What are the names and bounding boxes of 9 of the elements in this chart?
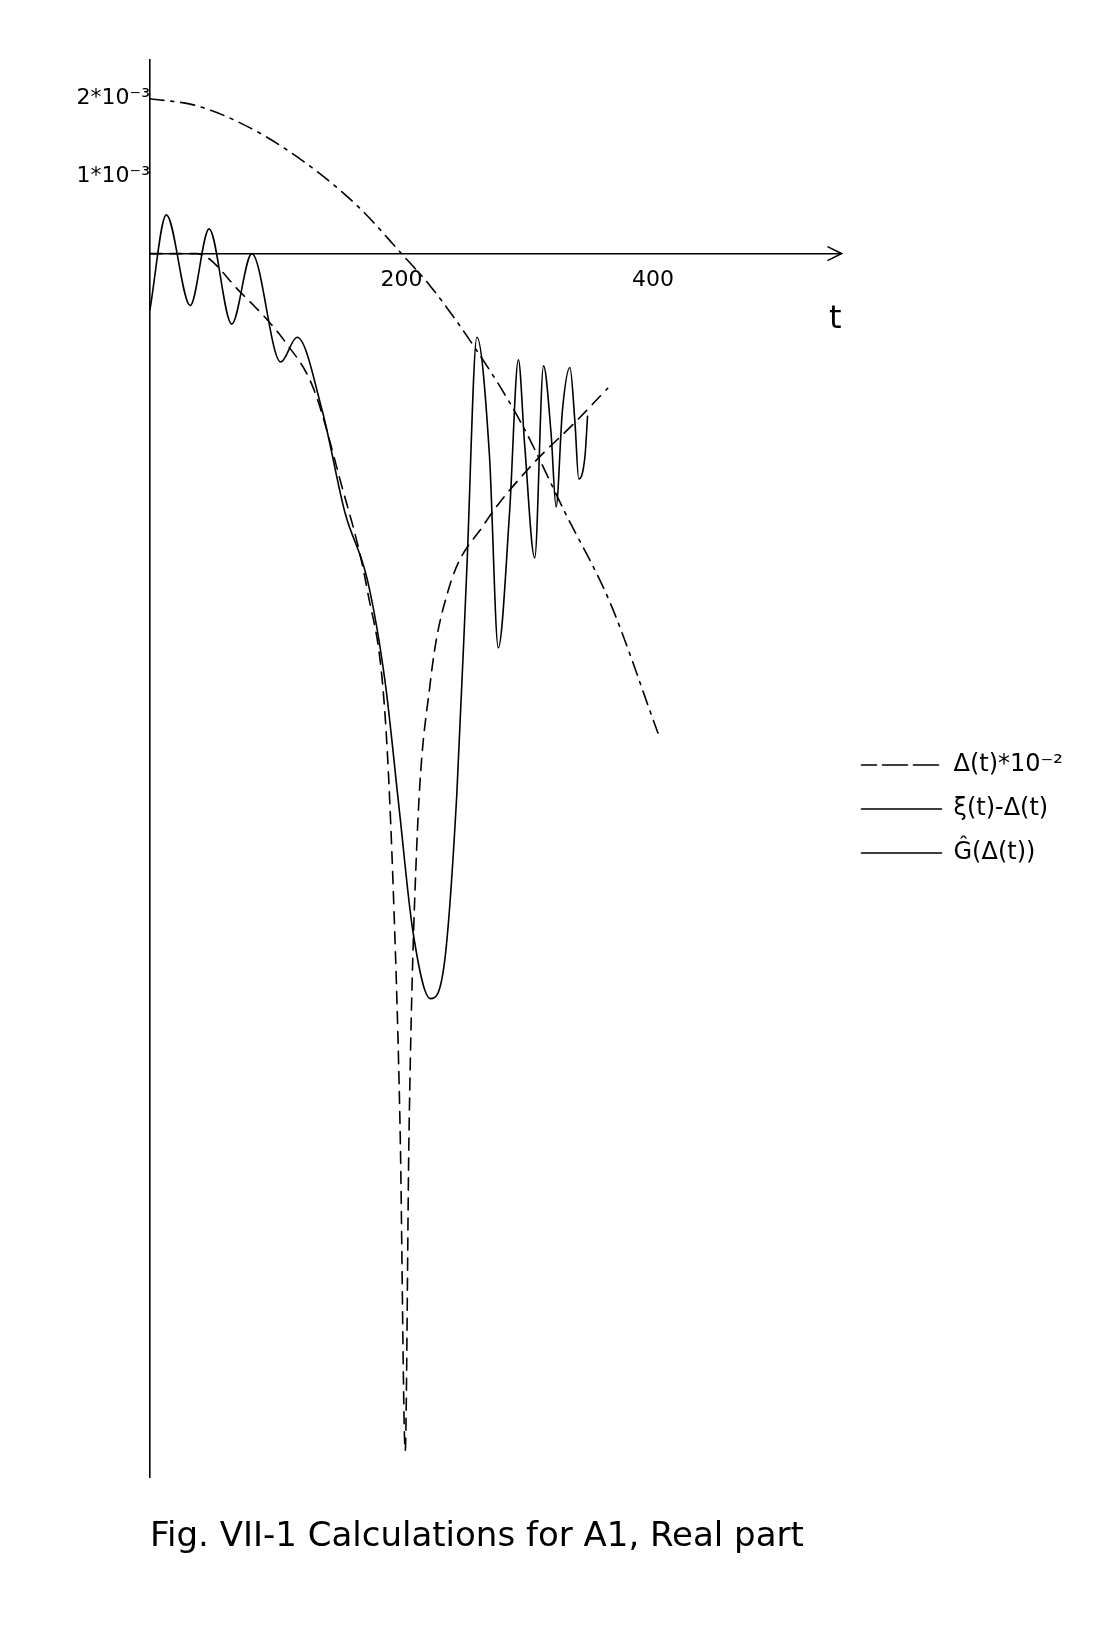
legend-label: Ĝ(Δ(t)) [953, 835, 1036, 866]
legend-label: Δ(t)*10⁻² [953, 749, 1063, 778]
x-axis-title: t [828, 297, 842, 336]
x-tick-label: 400 [631, 265, 674, 291]
y-tick-label: 2*10⁻³ [76, 84, 150, 110]
legend-label: ξ(t)-Δ(t) [953, 793, 1049, 822]
y-tick-label: 1*10⁻³ [76, 161, 150, 187]
x-tick-label: 200 [380, 265, 423, 291]
text: Fig. VII-1 Calculations for A1, Real part [150, 1514, 804, 1555]
